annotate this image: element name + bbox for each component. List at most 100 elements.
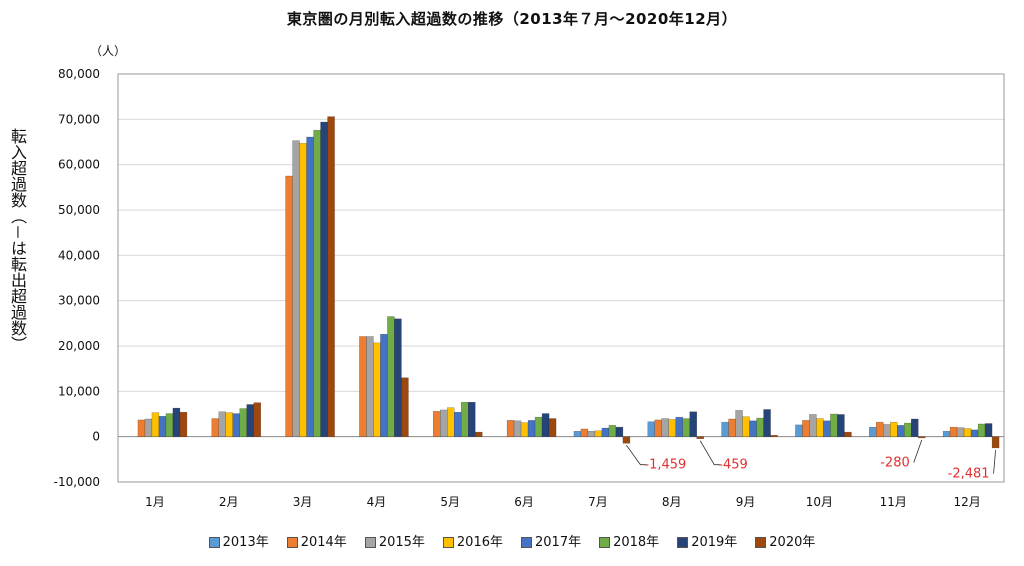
bar [890,421,898,437]
bar [816,418,824,437]
annotation-label: -280 [880,456,910,471]
bar [246,404,254,437]
x-tick-label: 3月 [293,495,313,509]
legend-item: 2020年 [755,531,815,550]
bar [239,408,247,437]
legend-label: 2019年 [691,535,738,550]
bar [548,418,557,437]
bar [795,424,803,437]
bar [749,420,757,437]
bar [809,414,817,437]
bar [520,422,529,437]
x-tick-label: 11月 [880,495,907,509]
plot-border [117,73,1005,483]
bar [756,417,764,437]
bar [984,423,993,437]
bar [802,420,810,437]
legend-swatch [364,537,376,548]
legend-swatch [599,537,611,548]
legend-label: 2016年 [456,535,503,550]
legend-label: 2013年 [222,535,269,550]
bar [654,419,662,437]
y-unit-label: （人） [90,44,127,58]
bar [313,129,321,437]
bar [991,436,1000,449]
bar [963,428,972,437]
bar [897,425,905,437]
bar [668,419,676,437]
bar [513,420,522,437]
bar [306,136,314,437]
legend-swatch [521,537,532,548]
y-tick-label: 40,000 [58,248,100,262]
bar-series [137,116,1000,449]
x-tick-label: 4月 [367,495,387,509]
bar [735,410,743,437]
legend-swatch [755,537,767,548]
bar [534,416,543,437]
y-axis-ticks: -10,000 0 10,000 20,000 30,000 40,000 50,000 60… [54,67,100,489]
annotation-leader [913,439,923,463]
y-tick-label: 70,000 [58,112,100,126]
bar [292,140,300,437]
bar [918,436,926,439]
bar [225,412,233,437]
bar [601,427,610,437]
bar [394,318,402,437]
legend-item: 2017年 [521,531,581,550]
x-tick-label: 7月 [588,495,608,509]
bar [580,428,589,437]
bar [179,411,188,437]
y-tick-label: 0 [92,430,100,444]
bar [366,336,374,437]
bar [475,431,483,437]
bar [172,407,181,437]
legend-swatch [208,537,220,548]
bar [587,430,596,437]
bar [232,413,240,437]
bar [218,411,226,437]
x-tick-label: 10月 [806,495,833,509]
bar [137,419,146,437]
bar [440,409,448,437]
y-tick-label: -10,000 [54,475,100,489]
bar [911,418,919,437]
annotations: -1,459 -459 -280 -2,481 [626,439,996,482]
x-tick-label: 5月 [440,495,460,509]
bar [158,416,167,437]
bar [573,430,582,437]
legend-item: 2018年 [599,531,659,550]
bar [661,418,669,437]
plot-frame [117,73,1005,483]
bar [359,336,367,437]
bar [830,413,838,437]
annotation-label: -2,481 [948,467,990,482]
legend-label: 2017年 [535,535,582,550]
bar [942,430,951,437]
bar [380,333,388,437]
bar [527,420,536,437]
y-tick-label: 50,000 [58,203,100,217]
y-axis-label: 転入超過数（－は転出超過数） [8,128,27,353]
bar [844,431,852,437]
y-tick-label: 20,000 [58,339,100,353]
bar [454,411,462,437]
legend-label: 2014年 [300,535,347,550]
bar [682,418,690,437]
bar [970,429,979,437]
x-tick-label: 2月 [219,495,239,509]
bar [689,411,697,437]
bar [320,121,328,437]
legend-item: 2019年 [677,531,737,550]
bar [401,377,409,437]
annotation-leader [993,449,996,474]
bar [594,430,603,437]
bar [742,416,750,437]
bar [763,409,771,437]
bar [883,424,891,437]
bar [904,422,912,437]
y-tick-label: 60,000 [58,158,100,172]
bar [327,116,335,437]
x-tick-label: 9月 [736,495,756,509]
